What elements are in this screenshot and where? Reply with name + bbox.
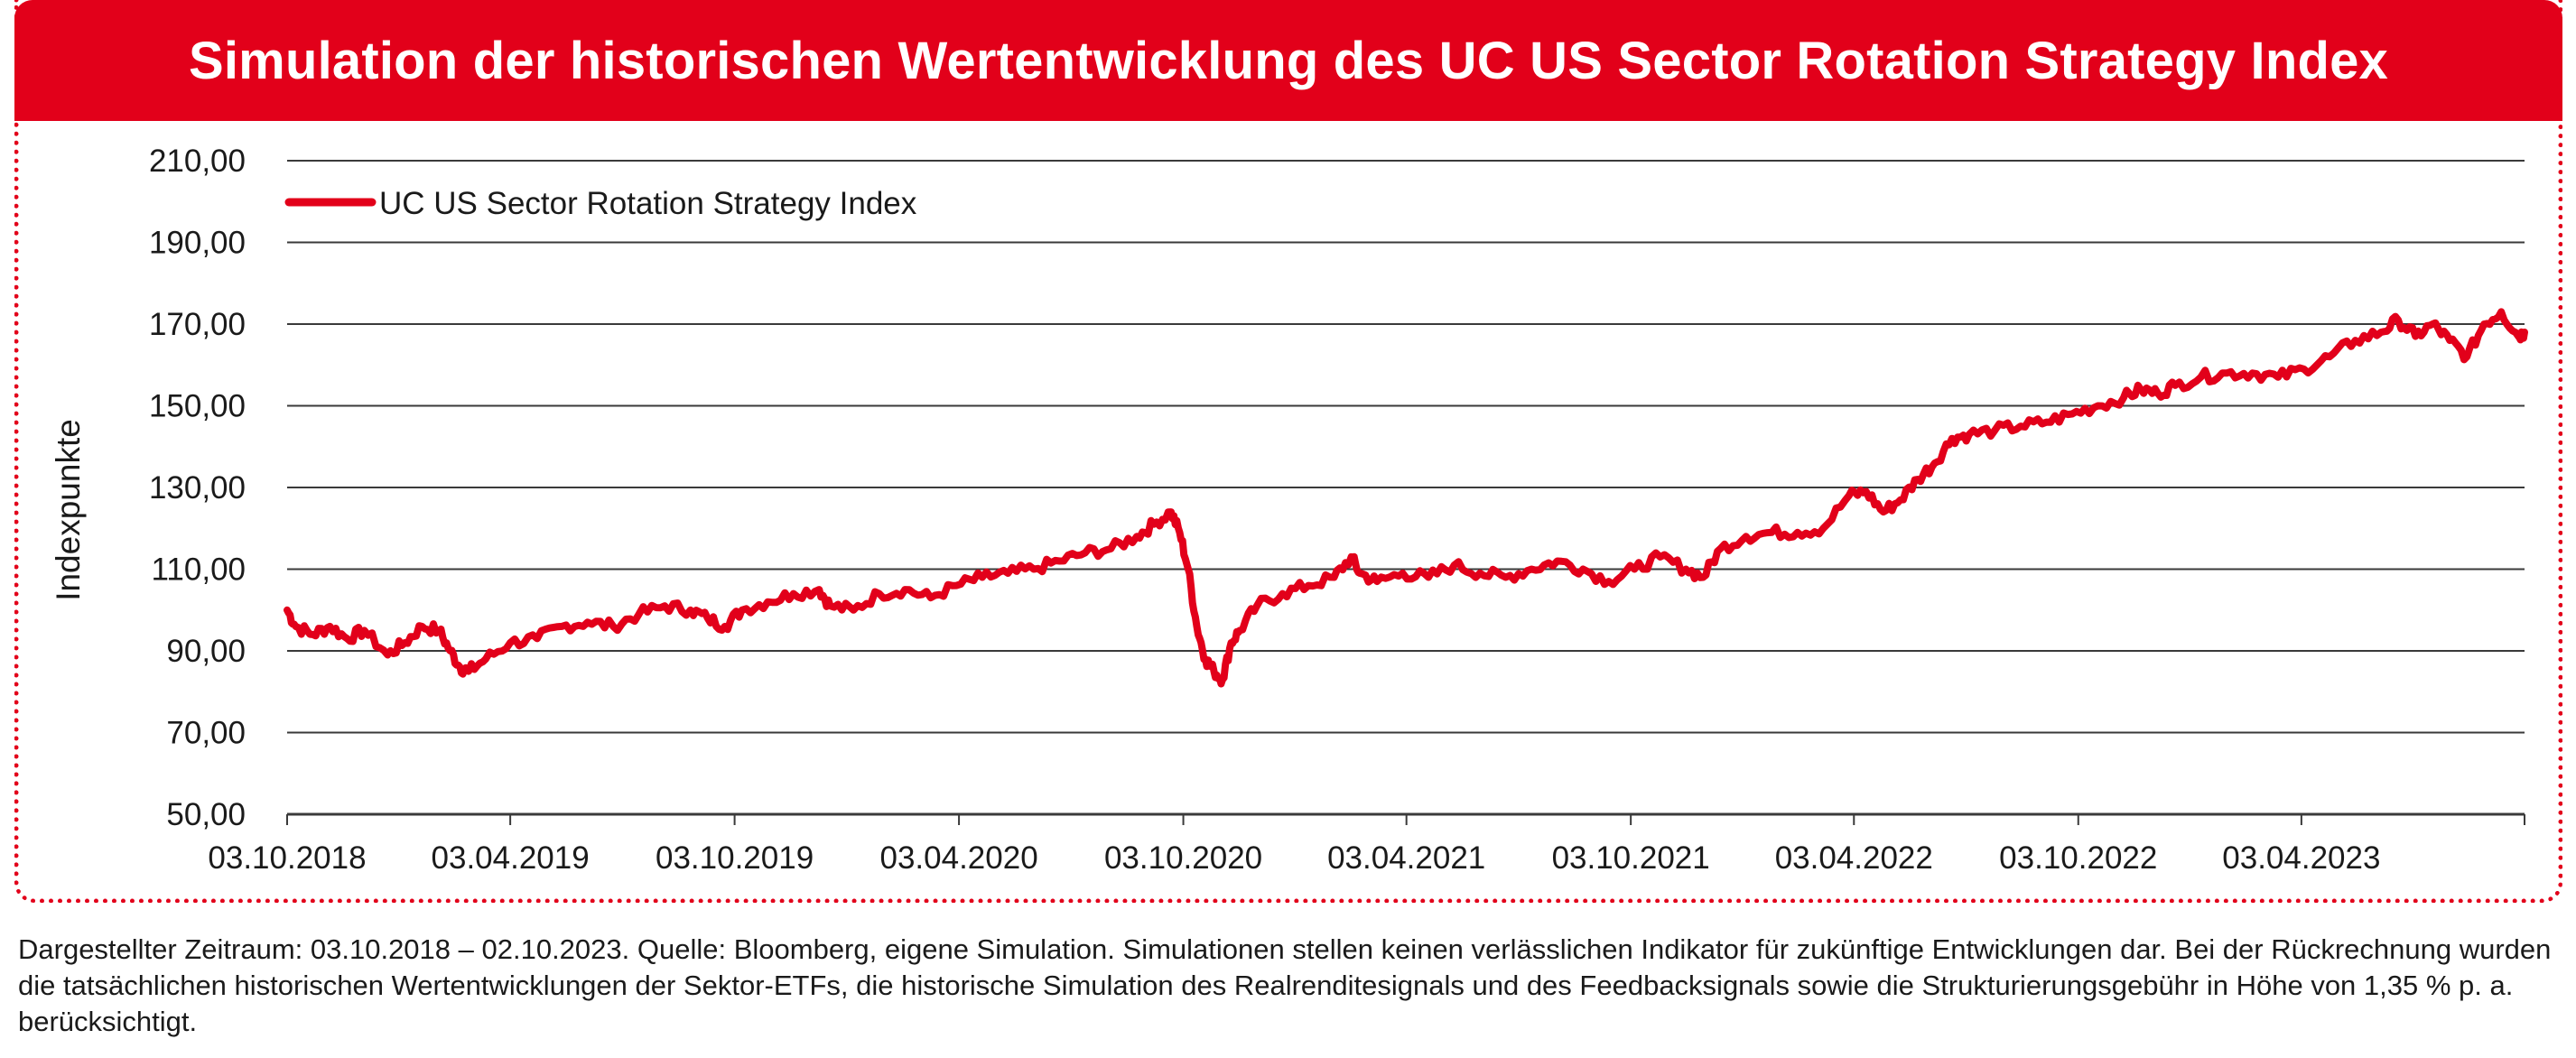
y-tick-label: 170,00 [149, 307, 246, 342]
y-tick-label: 210,00 [149, 144, 246, 179]
y-tick-label: 70,00 [166, 716, 246, 751]
x-tick-label: 03.04.2022 [1775, 840, 1933, 876]
x-tick-label: 03.04.2023 [2222, 840, 2380, 876]
y-tick-label: 150,00 [149, 389, 246, 424]
y-axis-label: Indexpunkte [50, 419, 87, 601]
x-tick-label: 03.04.2020 [879, 840, 1037, 876]
line-chart: 50,00 70,00 90,00 110,00 130,00 150,00 170,00 1… [50, 144, 2528, 876]
grid-lines [287, 160, 2525, 734]
y-tick-label: 50,00 [166, 797, 246, 832]
series-layer [284, 308, 2528, 688]
y-tick-label: 190,00 [149, 226, 246, 261]
x-tick-label: 03.10.2018 [208, 840, 366, 876]
legend: UC US Sector Rotation Strategy Index [284, 186, 917, 221]
x-tick-label: 03.10.2022 [1999, 840, 2157, 876]
y-tick-label: 90,00 [166, 634, 246, 669]
series-line [284, 308, 2528, 688]
x-tick-label: 03.10.2021 [1552, 840, 1710, 876]
chart-frame [14, 0, 2562, 903]
x-tick-label: 03.04.2021 [1327, 840, 1485, 876]
y-tick-label: 130,00 [149, 470, 246, 506]
x-tick-label: 03.04.2019 [432, 840, 590, 876]
footnote: Dargestellter Zeitraum: 03.10.2018 – 02.… [18, 933, 2552, 1037]
title-bar: Simulation der historischen Wertentwickl… [14, 0, 2562, 121]
x-tick-label: 03.10.2020 [1104, 840, 1262, 876]
chart-title: Simulation der historischen Wertentwickl… [188, 31, 2389, 90]
y-axis-ticks: 50,00 70,00 90,00 110,00 130,00 150,00 170,00 1… [149, 144, 246, 832]
x-tick-label: 03.10.2019 [656, 840, 814, 876]
legend-label: UC US Sector Rotation Strategy Index [379, 186, 917, 221]
y-tick-label: 110,00 [152, 552, 246, 588]
x-axis: 03.10.2018 03.04.2019 03.10.2019 03.04.2020… [208, 812, 2525, 876]
